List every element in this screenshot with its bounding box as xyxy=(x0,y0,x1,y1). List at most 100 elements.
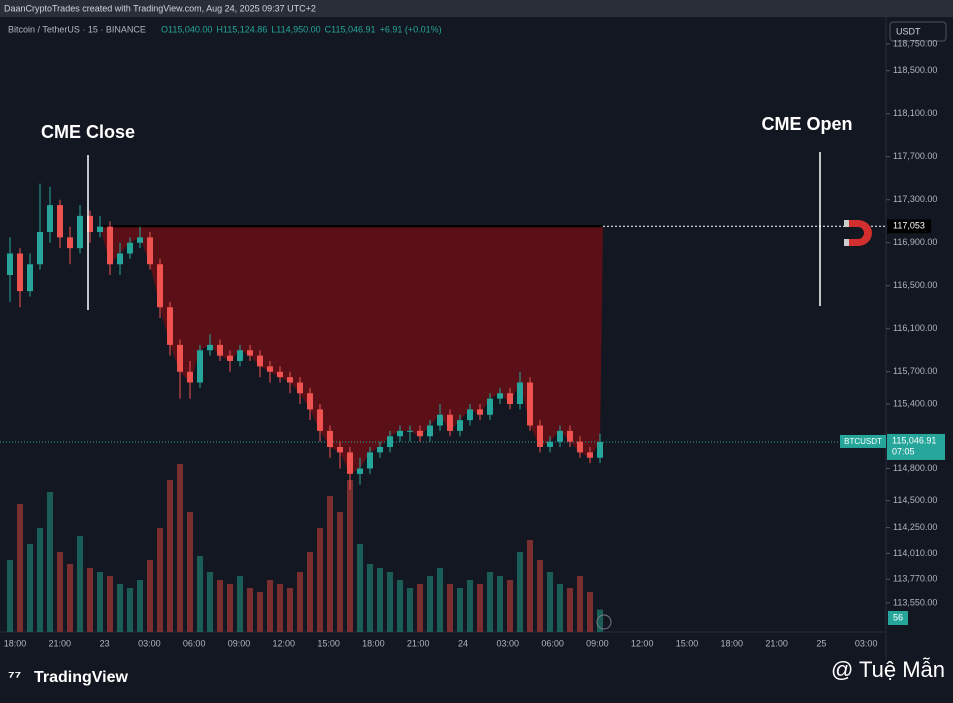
x-tick-label: 23 xyxy=(100,638,110,648)
gap-label: 117,053 xyxy=(893,221,925,231)
volume-bar xyxy=(567,588,573,632)
volume-bar xyxy=(7,560,13,632)
candle-body xyxy=(297,382,303,394)
candle-body xyxy=(67,237,73,249)
y-tick-label: 114,500.00 xyxy=(893,495,937,505)
volume-bar xyxy=(47,492,53,632)
candle-body xyxy=(177,344,183,372)
volume-bar xyxy=(237,576,243,632)
y-tick-label: 116,500.00 xyxy=(893,280,937,290)
ohlc-value: O115,040.00 xyxy=(161,24,212,34)
volume-bar xyxy=(127,588,133,632)
y-tick-label: 118,100.00 xyxy=(893,108,937,118)
candle-body xyxy=(367,452,373,469)
volume-bar xyxy=(437,568,443,632)
volume-bar xyxy=(297,572,303,632)
candle-body xyxy=(447,414,453,431)
candle-body xyxy=(187,371,193,383)
x-tick-label: 18:00 xyxy=(362,638,385,648)
volume-bar xyxy=(247,588,253,632)
y-tick-label: 116,900.00 xyxy=(893,237,937,247)
symbol: Bitcoin / TetherUS · 15 · BINANCE xyxy=(8,24,146,34)
x-tick-label: 21:00 xyxy=(407,638,430,648)
x-tick-label: 18:00 xyxy=(4,638,27,648)
currency-button[interactable] xyxy=(889,21,947,42)
candle-body xyxy=(547,441,553,447)
candle-body xyxy=(497,393,503,399)
candle-body xyxy=(127,242,133,254)
candle-body xyxy=(317,409,323,431)
candle-body xyxy=(117,253,123,265)
volume-bar xyxy=(387,572,393,632)
candle-body xyxy=(467,409,473,421)
candle-body xyxy=(357,468,363,474)
volume-bar xyxy=(507,580,513,632)
symbol-tag: BTCUSDT xyxy=(844,437,882,446)
candle-body xyxy=(277,371,283,378)
volume-bar xyxy=(277,584,283,632)
brand: TradingView xyxy=(34,669,129,686)
candle-body xyxy=(347,452,353,474)
x-tick-label: 25 xyxy=(816,638,826,648)
volume-bar xyxy=(307,552,313,632)
candle-body xyxy=(537,425,543,447)
volume-bar xyxy=(587,592,593,632)
ohlc-value: +6.91 (+0.01%) xyxy=(380,24,442,34)
volume-bar xyxy=(447,584,453,632)
gap-label-bg xyxy=(887,219,931,234)
candle-body xyxy=(287,377,293,383)
volume-bar xyxy=(227,584,233,632)
volume-bar xyxy=(577,576,583,632)
volume-bar xyxy=(467,580,473,632)
candle-body xyxy=(97,226,103,232)
candle-body xyxy=(417,430,423,437)
x-tick-label: 06:00 xyxy=(541,638,564,648)
candle-body xyxy=(597,441,603,458)
candle-body xyxy=(207,344,213,351)
y-tick-label: 117,300.00 xyxy=(893,194,937,204)
credit: DaanCryptoTrades created with TradingVie… xyxy=(4,3,316,13)
volume-bar xyxy=(137,580,143,632)
x-tick-label: 09:00 xyxy=(228,638,251,648)
volume-bar xyxy=(37,528,43,632)
volume-bar xyxy=(257,592,263,632)
candle-body xyxy=(307,393,313,410)
candle-body xyxy=(47,205,53,232)
y-tick-label: 113,550.00 xyxy=(893,597,937,607)
volume-bar xyxy=(337,512,343,632)
y-tick-label: 115,400.00 xyxy=(893,398,937,408)
candle-body xyxy=(427,425,433,437)
volume-bar xyxy=(427,576,433,632)
currency[interactable]: USDT xyxy=(896,26,921,36)
volume-label-bg xyxy=(888,611,908,625)
annotation: CME Open xyxy=(761,114,852,134)
volume-bar xyxy=(367,564,373,632)
volume-bar xyxy=(147,560,153,632)
volume-bar xyxy=(477,584,483,632)
y-tick-label: 117,700.00 xyxy=(893,151,937,161)
x-tick-label: 21:00 xyxy=(765,638,788,648)
replay-icon[interactable] xyxy=(596,614,612,630)
y-tick-label: 115,700.00 xyxy=(893,366,937,376)
candle-body xyxy=(7,253,13,275)
volume-bar xyxy=(107,576,113,632)
watermark: @ Tuệ Mẫn xyxy=(831,657,945,682)
volume-bar xyxy=(537,560,543,632)
volume-bar xyxy=(597,609,603,632)
price-tag: 115,046.91 xyxy=(892,435,936,445)
volume-bar xyxy=(97,572,103,632)
volume-bar xyxy=(517,552,523,632)
candle-body xyxy=(397,430,403,437)
candle-body xyxy=(77,215,83,249)
volume-bar xyxy=(167,480,173,632)
volume-bar xyxy=(27,544,33,632)
candle-body xyxy=(197,350,203,383)
volume-bar xyxy=(197,556,203,632)
x-tick-label: 03:00 xyxy=(855,638,878,648)
candle-body xyxy=(407,430,413,432)
candle-body xyxy=(377,447,383,453)
volume-bar xyxy=(317,528,323,632)
ohlc-value: H115,124.86 xyxy=(216,24,267,34)
volume-bar xyxy=(77,536,83,632)
x-tick-label: 03:00 xyxy=(497,638,520,648)
